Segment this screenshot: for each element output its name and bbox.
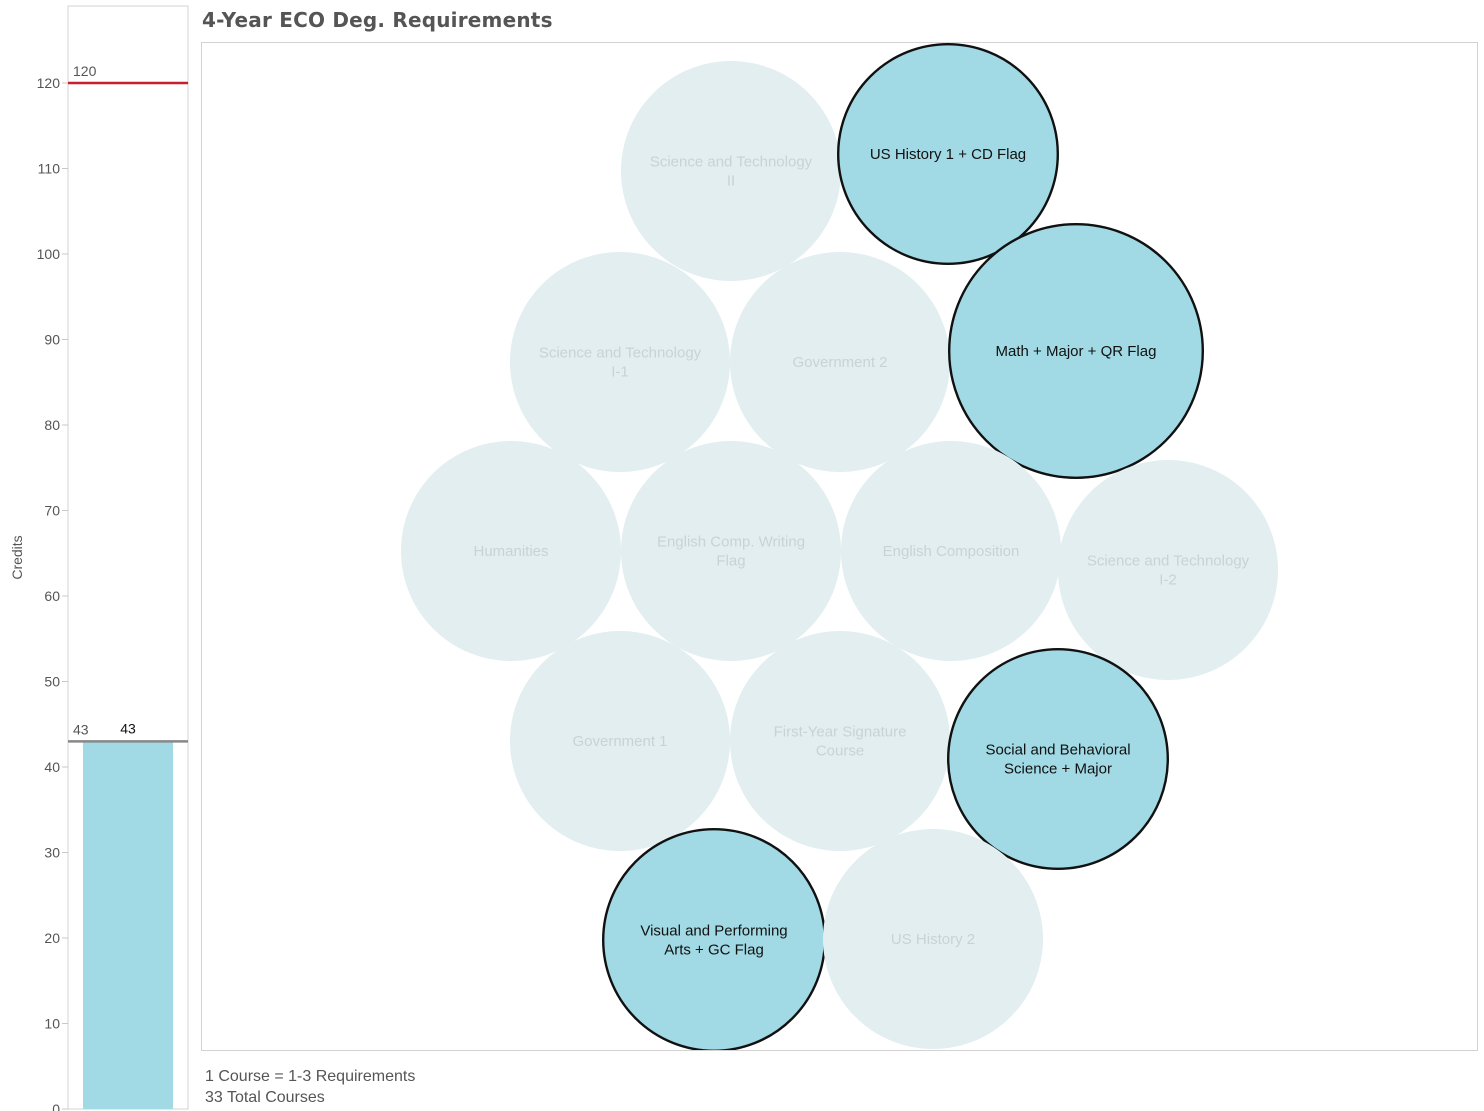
completed-requirement-circle [948, 222, 1205, 480]
credits-bar-value-label: 43 [120, 720, 136, 736]
requirement-bubble: Science and Technology II [621, 61, 841, 281]
remaining-requirement-circle [510, 252, 730, 472]
requirement-label: Government 1 [572, 733, 667, 750]
footer-note-total: 33 Total Courses [205, 1089, 325, 1106]
requirement-label: I-1 [611, 364, 629, 381]
remaining-requirement-circle [823, 829, 1043, 1049]
footer-notes: 1 Course = 1-3 Requirements 33 Total Cou… [205, 1066, 415, 1108]
requirement-label: Humanities [473, 543, 548, 560]
remaining-requirement-circle [730, 631, 950, 851]
requirements-bubble-chart: Science and Technology II US History 1 + C… [201, 42, 1478, 1051]
requirement-label: Flag [716, 553, 745, 570]
requirement-label: First-Year Signature [774, 724, 907, 741]
y-tick-label: 0 [52, 1101, 60, 1111]
target-credits-label: 120 [73, 63, 97, 79]
requirement-label: Science and Technology [1087, 553, 1250, 570]
remaining-requirement-circle [621, 441, 841, 661]
requirement-label: Course [816, 743, 864, 760]
requirement-label: English Composition [883, 543, 1020, 560]
y-tick-label: 20 [44, 930, 60, 946]
requirement-label: US History 1 + CD Flag [870, 146, 1026, 163]
y-tick-label: 50 [44, 674, 60, 690]
requirement-bubble: Government 2 [730, 252, 950, 472]
remaining-requirement-circle [841, 441, 1061, 661]
credits-chart-svg: Credits 0 10 20 30 40 50 60 70 80 90 100 110 120 120 43… [9, 5, 189, 1111]
y-tick-label: 80 [44, 417, 60, 433]
y-tick-label: 60 [44, 588, 60, 604]
y-tick-label: 70 [44, 503, 60, 519]
requirement-label: Science + Major [1004, 761, 1112, 778]
y-tick-label: 30 [44, 845, 60, 861]
requirement-label: Science and Technology [650, 154, 813, 171]
requirement-bubble: Government 1 [510, 631, 730, 851]
bubble-group: Science and Technology II US History 1 + C… [401, 43, 1278, 1050]
requirement-label: US History 2 [891, 931, 975, 948]
completed-requirement-circle [837, 43, 1059, 265]
y-tick-label: 90 [44, 332, 60, 348]
requirement-label: Government 2 [792, 354, 887, 371]
requirement-label: Social and Behavioral [985, 742, 1130, 759]
requirement-bubble: Social and Behavioral Science + Major [947, 648, 1170, 871]
chart-title: 4-Year ECO Deg. Requirements [202, 8, 553, 32]
y-tick-label: 10 [44, 1016, 60, 1032]
requirement-bubble: English Comp. Writing Flag [621, 441, 841, 661]
credits-bar-chart: Credits 0 10 20 30 40 50 60 70 80 90 100 110 120 120 43… [0, 0, 195, 1111]
requirement-label: English Comp. Writing [657, 534, 805, 551]
requirement-bubble: Math + Major + QR Flag [948, 222, 1205, 480]
requirement-label: Math + Major + QR Flag [996, 343, 1157, 360]
remaining-requirement-circle [510, 631, 730, 851]
remaining-requirement-circle [401, 441, 621, 661]
requirement-bubble: Science and Technology I-2 [1058, 460, 1278, 680]
requirement-bubble: Science and Technology I-1 [510, 252, 730, 472]
requirement-bubble: US History 2 [823, 829, 1043, 1049]
requirement-bubble: US History 1 + CD Flag [837, 43, 1059, 265]
credits-bar [83, 741, 173, 1109]
remaining-requirement-circle [730, 252, 950, 472]
y-tick-label: 120 [37, 75, 61, 91]
remaining-requirement-circle [621, 61, 841, 281]
requirement-label: Visual and Performing [640, 923, 787, 940]
requirement-label: II [727, 173, 735, 190]
footer-note-course: 1 Course = 1-3 Requirements [205, 1068, 416, 1085]
requirement-bubble: First-Year Signature Course [730, 631, 950, 851]
requirement-bubble: Humanities [401, 441, 621, 661]
earned-credits-line-label: 43 [73, 721, 89, 737]
requirement-label: Science and Technology [539, 345, 702, 362]
y-axis-title: Credits [9, 535, 25, 579]
requirement-bubble: Visual and Performing Arts + GC Flag [602, 828, 826, 1050]
requirement-label: I-2 [1159, 572, 1177, 589]
y-tick-label: 100 [37, 246, 61, 262]
requirement-label: Arts + GC Flag [664, 942, 764, 959]
remaining-requirement-circle [1058, 460, 1278, 680]
y-tick-label: 40 [44, 759, 60, 775]
completed-requirement-circle [602, 828, 826, 1050]
requirement-bubble: English Composition [841, 441, 1061, 661]
y-tick-label: 110 [38, 161, 61, 177]
bubble-chart-svg: Science and Technology II US History 1 + C… [201, 42, 1478, 1051]
completed-requirement-circle [947, 648, 1170, 871]
